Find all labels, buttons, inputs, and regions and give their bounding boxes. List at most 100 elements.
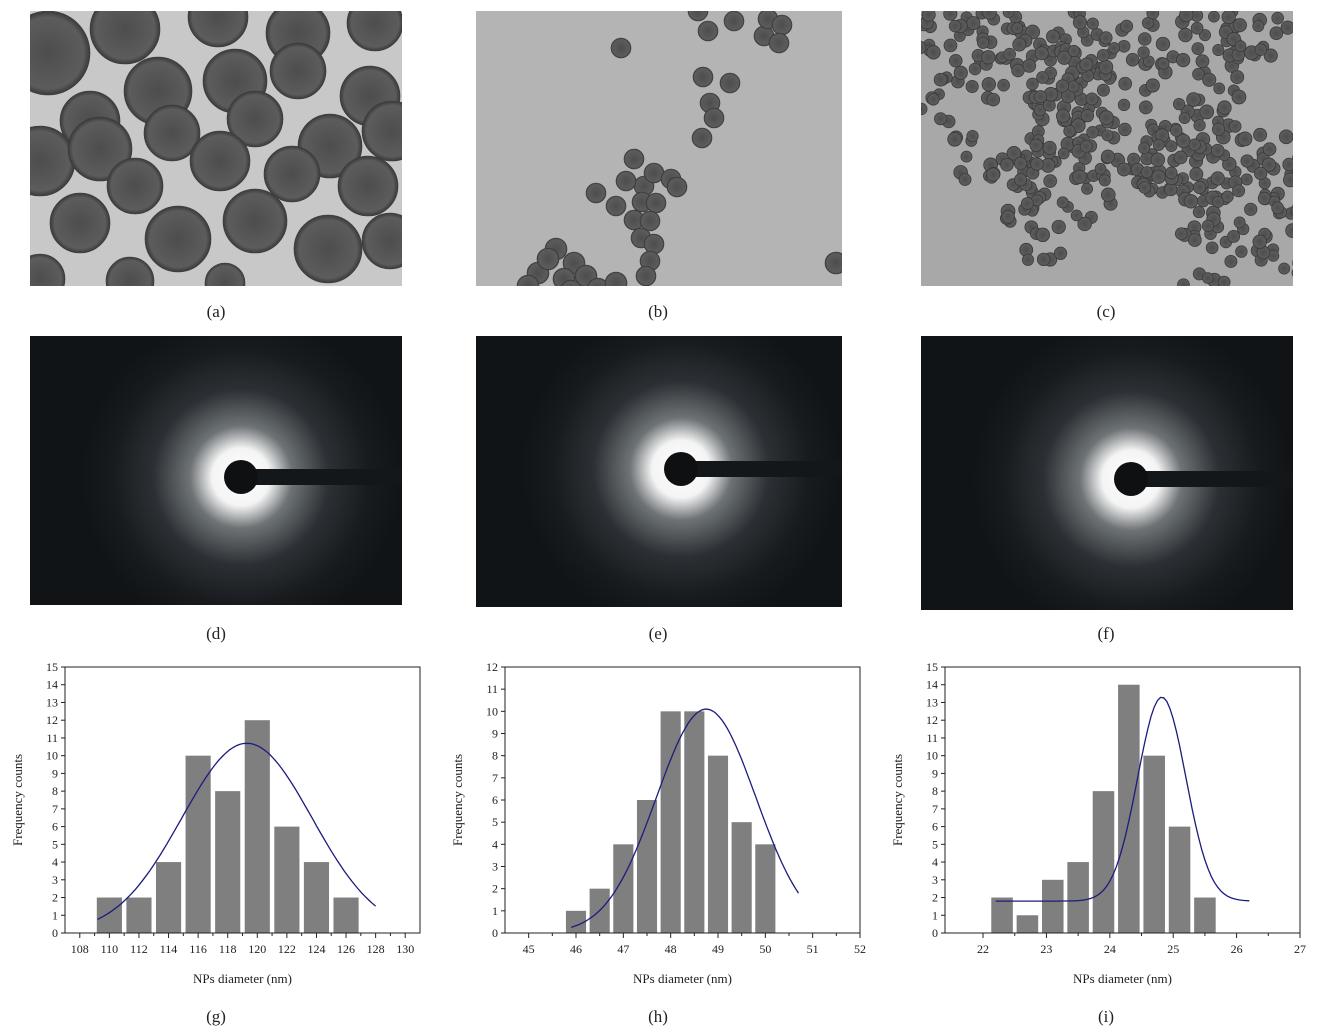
y-axis-label: Frequency counts (450, 754, 465, 846)
y-tick-label: 11 (926, 731, 938, 745)
histogram-bar (303, 862, 330, 933)
nanoparticle (1261, 157, 1277, 172)
nanoparticle (269, 42, 327, 100)
nanoparticle (1086, 17, 1099, 30)
y-tick-label: 14 (926, 678, 938, 692)
nanoparticle (89, 11, 161, 65)
nanoparticle (605, 195, 627, 217)
caption-c: (c) (1096, 302, 1116, 321)
x-tick-label: 118 (219, 942, 237, 956)
x-tick-label: 116 (189, 942, 207, 956)
nanoparticle (692, 66, 714, 88)
nanoparticle (703, 107, 725, 129)
nanoparticle (1192, 67, 1205, 81)
nanoparticle (1188, 138, 1201, 151)
beam-stop-arm (1131, 471, 1293, 487)
y-tick-label: 9 (52, 766, 58, 780)
y-tick-label: 7 (932, 802, 938, 816)
nanoparticle (1021, 253, 1035, 266)
nanoparticle (1228, 120, 1242, 133)
x-tick-label: 49 (712, 942, 724, 956)
nanoparticle (1244, 202, 1258, 216)
nanoparticle (977, 36, 990, 49)
nanoparticle (1186, 92, 1201, 107)
histogram-bar (215, 791, 241, 933)
nanoparticle (1012, 37, 1027, 52)
nanoparticle (1271, 11, 1284, 25)
y-tick-label: 12 (46, 713, 58, 727)
nanoparticle (1269, 26, 1284, 41)
nanoparticle (1043, 174, 1058, 188)
nanoparticle (1199, 104, 1215, 120)
y-tick-label: 1 (492, 904, 498, 918)
nanoparticle (346, 11, 402, 52)
nanoparticle (1193, 180, 1207, 195)
y-tick-label: 0 (52, 926, 58, 940)
nanoparticle (1118, 122, 1132, 137)
nanoparticle (1252, 234, 1267, 249)
y-tick-label: 8 (932, 784, 938, 798)
nanoparticle (1201, 272, 1214, 284)
x-tick-label: 120 (248, 942, 266, 956)
y-tick-label: 10 (46, 749, 58, 763)
y-tick-label: 1 (932, 908, 938, 922)
nanoparticle (1151, 169, 1166, 184)
nanoparticle (1213, 82, 1226, 95)
saed-d-svg (30, 336, 402, 605)
y-tick-label: 6 (932, 820, 938, 834)
nanoparticle (986, 92, 1001, 107)
nanoparticle (1237, 131, 1253, 147)
nanoparticle (1086, 126, 1099, 139)
y-tick-label: 15 (926, 660, 938, 674)
nanoparticle (1057, 147, 1070, 160)
nanoparticle (997, 78, 1010, 92)
x-tick-label: 126 (337, 942, 355, 956)
nanoparticle (1278, 129, 1293, 145)
y-tick-label: 2 (492, 882, 498, 896)
nanoparticle (187, 11, 249, 48)
y-tick-label: 6 (492, 793, 498, 807)
caption-g: (g) (206, 1007, 226, 1026)
nanoparticle (1198, 29, 1211, 42)
x-axis-label: NPs diameter (nm) (1073, 971, 1172, 986)
caption-h: (h) (648, 1007, 668, 1026)
fit-curve (571, 708, 800, 929)
nanoparticle (921, 11, 936, 22)
nanoparticle (1117, 162, 1132, 177)
nanoparticle (1100, 149, 1115, 164)
nanoparticle (1070, 209, 1083, 222)
nanoparticle (1262, 142, 1277, 157)
nanoparticle (144, 205, 212, 273)
nanoparticle (771, 14, 793, 36)
x-tick-label: 47 (617, 942, 629, 956)
nanoparticle (960, 150, 973, 163)
nanoparticle (1170, 124, 1183, 137)
nanoparticle (1118, 76, 1133, 91)
histogram-bar (185, 755, 211, 933)
nanoparticle (1077, 216, 1092, 232)
nanoparticle (1034, 46, 1049, 61)
nanoparticle (1011, 22, 1024, 35)
saed-image-e (476, 336, 842, 607)
nanoparticle (1179, 11, 1194, 23)
beam-stop (1114, 462, 1148, 496)
tem-b-svg (476, 11, 842, 286)
x-tick-label: 122 (278, 942, 296, 956)
nanoparticle (222, 188, 288, 254)
nanoparticle (585, 182, 607, 204)
nanoparticle (1067, 44, 1080, 57)
y-tick-label: 8 (52, 784, 58, 798)
histogram-bar (565, 910, 587, 933)
x-tick-label: 27 (1294, 942, 1306, 956)
nanoparticle (1263, 48, 1278, 63)
y-tick-label: 7 (52, 802, 58, 816)
nanoparticle (1036, 71, 1049, 84)
nanoparticle (1217, 275, 1231, 286)
nanoparticle (1211, 122, 1226, 136)
nanoparticle (1190, 21, 1204, 35)
histogram-bar (1194, 897, 1216, 933)
y-tick-label: 12 (926, 713, 938, 727)
nanoparticle (1290, 204, 1293, 216)
nanoparticle (1221, 11, 1236, 25)
caption-b: (b) (648, 302, 668, 321)
